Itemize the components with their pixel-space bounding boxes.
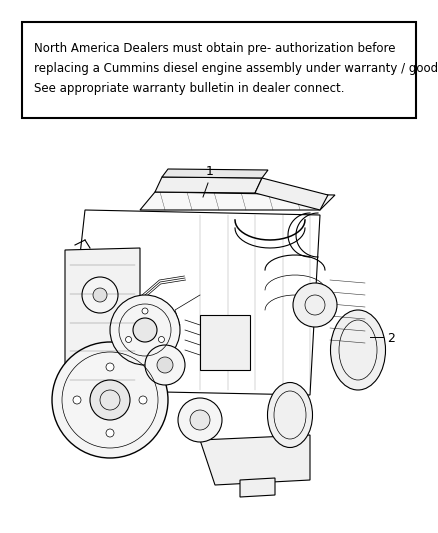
Polygon shape xyxy=(140,192,335,210)
Text: replacing a Cummins diesel engine assembly under warranty / goodwill.: replacing a Cummins diesel engine assemb… xyxy=(34,62,438,75)
Circle shape xyxy=(126,336,131,343)
Circle shape xyxy=(110,295,180,365)
Text: See appropriate warranty bulletin in dealer connect.: See appropriate warranty bulletin in dea… xyxy=(34,82,345,95)
Ellipse shape xyxy=(331,310,385,390)
Circle shape xyxy=(178,398,222,442)
Circle shape xyxy=(52,342,168,458)
Circle shape xyxy=(106,363,114,371)
Circle shape xyxy=(93,288,107,302)
Circle shape xyxy=(293,283,337,327)
Bar xyxy=(200,315,250,370)
Ellipse shape xyxy=(268,383,312,448)
Circle shape xyxy=(106,429,114,437)
Polygon shape xyxy=(240,478,275,497)
Text: 2: 2 xyxy=(387,332,395,344)
Text: 1: 1 xyxy=(206,165,214,178)
Circle shape xyxy=(157,357,173,373)
Circle shape xyxy=(90,380,130,420)
Circle shape xyxy=(133,318,157,342)
Text: North America Dealers must obtain pre- authorization before: North America Dealers must obtain pre- a… xyxy=(34,42,396,55)
Polygon shape xyxy=(255,178,328,210)
Circle shape xyxy=(82,277,118,313)
Circle shape xyxy=(190,410,210,430)
Circle shape xyxy=(73,396,81,404)
Polygon shape xyxy=(155,177,262,193)
Polygon shape xyxy=(65,248,140,390)
Circle shape xyxy=(145,345,185,385)
Circle shape xyxy=(142,308,148,314)
Circle shape xyxy=(159,336,164,343)
Polygon shape xyxy=(162,169,268,178)
Bar xyxy=(22,22,416,118)
Circle shape xyxy=(139,396,147,404)
Polygon shape xyxy=(200,435,310,485)
